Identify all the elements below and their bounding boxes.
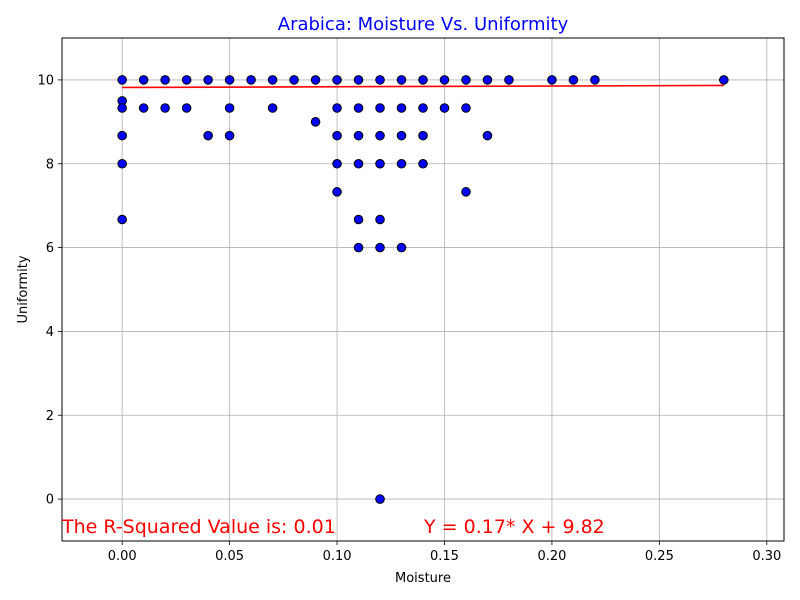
data-point bbox=[117, 158, 127, 169]
data-point bbox=[396, 242, 407, 253]
regression-layer bbox=[122, 84, 724, 89]
y-tick-label: 2 bbox=[46, 409, 54, 424]
data-point bbox=[719, 75, 729, 85]
data-point bbox=[203, 130, 213, 141]
data-point bbox=[396, 103, 407, 113]
data-point bbox=[482, 75, 493, 85]
y-tick-label: 6 bbox=[46, 241, 54, 256]
y-tick-label: 4 bbox=[46, 325, 54, 340]
data-point bbox=[418, 130, 428, 141]
data-point bbox=[418, 103, 428, 113]
data-point bbox=[461, 75, 471, 85]
data-point bbox=[117, 103, 127, 113]
x-axis-ticks: 0.00 0.05 0.10 0.15 0.20 0.25 0.30 bbox=[108, 541, 781, 564]
data-point bbox=[461, 187, 471, 197]
regression-equation-annotation: Y = 0.17* X + 9.82 bbox=[423, 516, 605, 538]
regression-line bbox=[122, 84, 724, 89]
data-point bbox=[117, 130, 127, 141]
y-tick-label: 8 bbox=[46, 157, 54, 172]
x-tick-label: 0.30 bbox=[752, 549, 781, 564]
data-point bbox=[267, 75, 278, 85]
data-point bbox=[504, 75, 514, 85]
data-point bbox=[375, 75, 385, 85]
data-point bbox=[396, 158, 407, 169]
data-point bbox=[482, 130, 493, 141]
data-point bbox=[289, 75, 299, 85]
data-point bbox=[547, 75, 557, 85]
data-point bbox=[224, 75, 235, 85]
y-tick-label: 0 bbox=[46, 493, 54, 508]
data-point bbox=[375, 242, 385, 253]
data-point bbox=[160, 75, 170, 85]
y-tick-label: 10 bbox=[37, 73, 54, 88]
data-point bbox=[353, 130, 364, 141]
data-point bbox=[310, 75, 321, 85]
x-axis-label: Moisture bbox=[395, 571, 451, 586]
data-point bbox=[418, 158, 428, 169]
data-point bbox=[396, 75, 407, 85]
data-point bbox=[332, 158, 342, 169]
data-point bbox=[375, 103, 385, 113]
data-point bbox=[439, 103, 450, 113]
data-point bbox=[160, 103, 170, 113]
data-point bbox=[203, 75, 213, 85]
data-point bbox=[332, 130, 342, 141]
y-axis-ticks: 0 2 4 6 8 10 bbox=[37, 73, 62, 508]
data-point bbox=[117, 214, 127, 225]
data-point bbox=[181, 75, 192, 85]
y-axis-label: Uniformity bbox=[16, 255, 31, 323]
chart-title: Arabica: Moisture Vs. Uniformity bbox=[278, 14, 569, 35]
data-point bbox=[439, 75, 450, 85]
x-tick-label: 0.00 bbox=[108, 549, 137, 564]
data-point bbox=[353, 242, 364, 253]
x-tick-label: 0.20 bbox=[537, 549, 566, 564]
data-point bbox=[246, 75, 256, 85]
plot-area-frame bbox=[61, 37, 785, 542]
data-point bbox=[375, 214, 385, 225]
data-point bbox=[353, 103, 364, 113]
x-tick-label: 0.15 bbox=[430, 549, 459, 564]
data-point bbox=[353, 214, 364, 225]
data-point bbox=[461, 103, 471, 113]
data-point bbox=[267, 103, 278, 113]
x-tick-label: 0.05 bbox=[215, 549, 244, 564]
data-point bbox=[138, 75, 149, 85]
data-point bbox=[332, 103, 342, 113]
data-point bbox=[353, 158, 364, 169]
r-squared-annotation: The R-Squared Value is: 0.01 bbox=[61, 516, 336, 538]
data-point bbox=[568, 75, 579, 85]
data-point bbox=[117, 75, 127, 85]
x-tick-label: 0.10 bbox=[323, 549, 352, 564]
data-point bbox=[590, 75, 600, 85]
grid-lines bbox=[62, 38, 784, 541]
data-point bbox=[396, 130, 407, 141]
data-point bbox=[332, 75, 342, 85]
data-point bbox=[138, 103, 149, 113]
data-point bbox=[353, 75, 364, 85]
data-point bbox=[310, 117, 321, 127]
data-point bbox=[375, 158, 385, 169]
data-point bbox=[332, 187, 342, 197]
data-point bbox=[375, 130, 385, 141]
data-point bbox=[224, 103, 235, 113]
x-tick-label: 0.25 bbox=[645, 549, 674, 564]
data-point bbox=[375, 494, 385, 504]
data-point bbox=[181, 103, 192, 113]
data-point bbox=[418, 75, 428, 85]
data-points bbox=[117, 75, 729, 504]
data-point bbox=[224, 130, 235, 141]
